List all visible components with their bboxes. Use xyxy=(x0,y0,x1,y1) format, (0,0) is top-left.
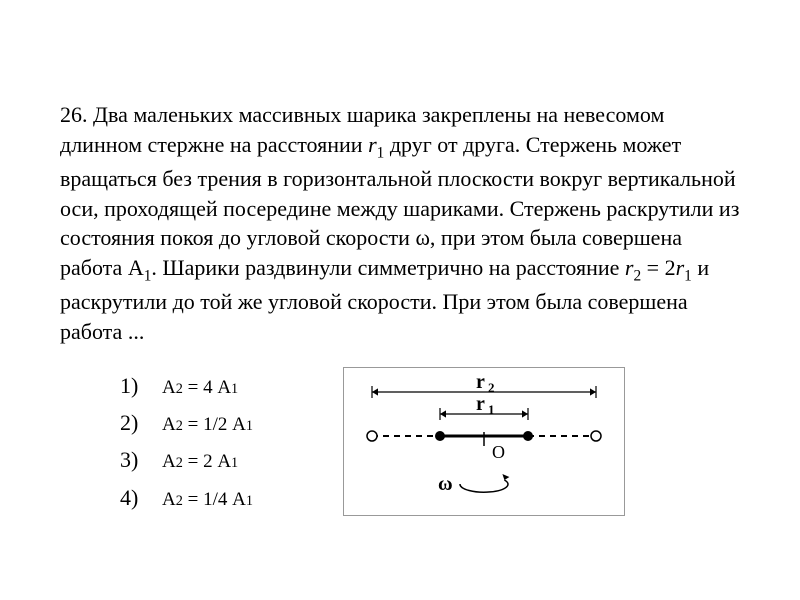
r2-sub: 2 xyxy=(633,267,641,284)
answer-list: 1) А2 = 4 A1 2) А2 = 1/2 A1 3) А2 = 2 A1… xyxy=(120,367,253,517)
answer-option: 3) А2 = 2 A1 xyxy=(120,441,253,478)
svg-text:O: O xyxy=(492,442,505,462)
answer-option: 4) А2 = 1/4 A1 xyxy=(120,479,253,516)
svg-text:1: 1 xyxy=(488,402,495,417)
r1b-sub: 1 xyxy=(684,267,692,284)
svg-text:r: r xyxy=(476,393,485,415)
r1-sym: r xyxy=(368,132,377,157)
answer-num: 1) xyxy=(120,367,148,404)
problem-text: 26. Два маленьких массивных шарика закре… xyxy=(60,100,740,347)
answer-num: 3) xyxy=(120,441,148,478)
svg-text:ω: ω xyxy=(438,473,453,495)
answer-num: 4) xyxy=(120,479,148,516)
problem-number: 26. xyxy=(60,102,88,127)
rod-diagram: Or2r1 ω xyxy=(343,367,625,516)
r1b-sym: r xyxy=(676,255,685,280)
answer-eq: А2 = 4 A1 xyxy=(162,372,238,404)
answer-eq: А2 = 1/2 A1 xyxy=(162,409,253,441)
svg-text:2: 2 xyxy=(488,380,495,395)
svg-text:r: r xyxy=(476,374,485,393)
answer-option: 1) А2 = 4 A1 xyxy=(120,367,253,404)
answer-eq: А2 = 2 A1 xyxy=(162,446,238,478)
text-eq: = 2 xyxy=(641,255,675,280)
answer-eq: А2 = 1/4 A1 xyxy=(162,484,253,516)
text-p3: . Шарики раздвинули симметрично на расст… xyxy=(151,255,624,280)
answer-num: 2) xyxy=(120,404,148,441)
answer-option: 2) А2 = 1/2 A1 xyxy=(120,404,253,441)
